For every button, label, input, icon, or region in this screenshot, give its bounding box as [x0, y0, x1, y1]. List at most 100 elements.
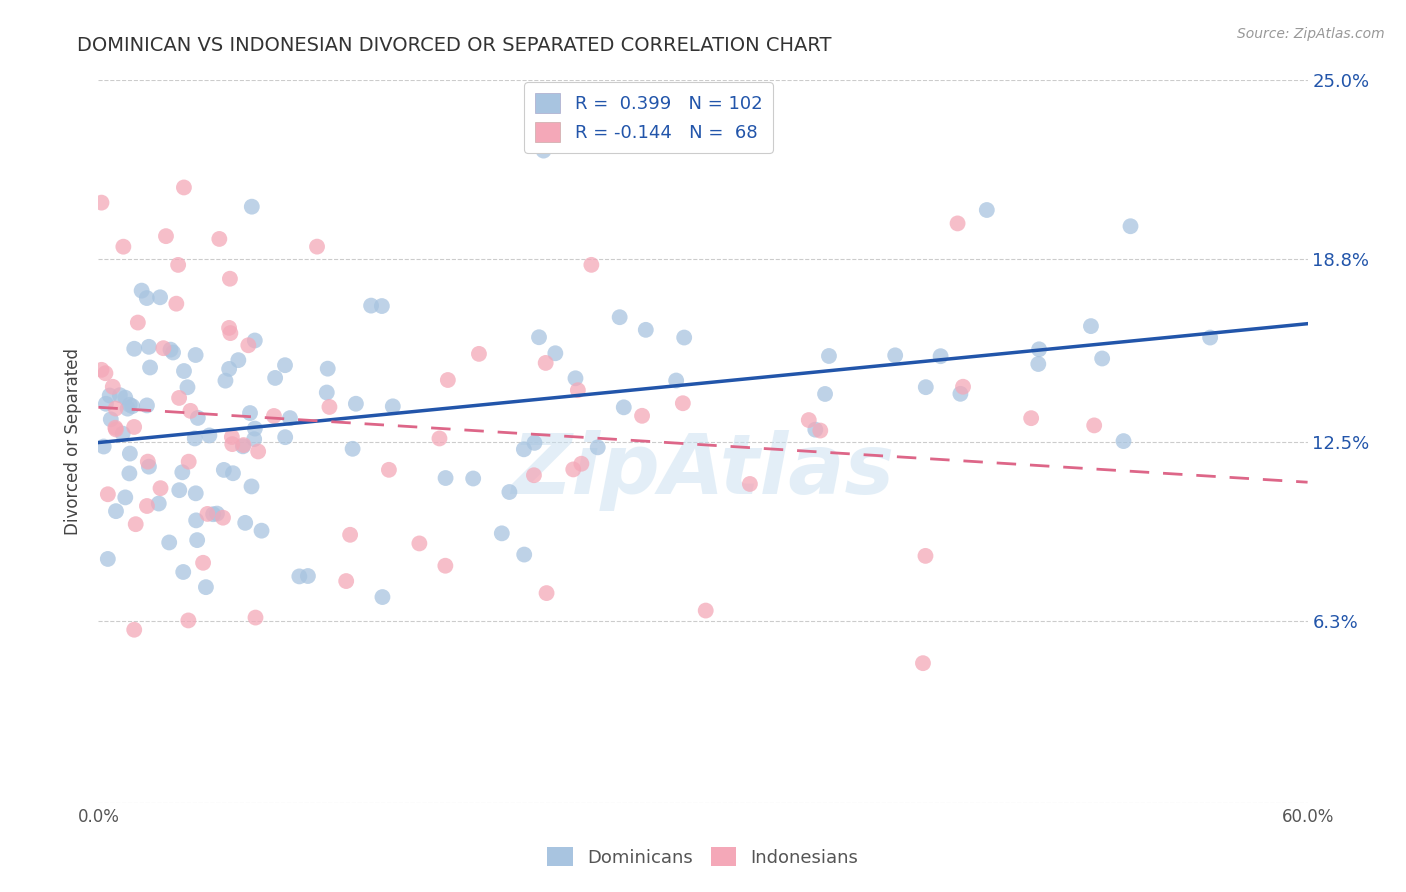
Point [93, 440, 115, 454]
Point [814, 387, 837, 401]
Point [673, 330, 696, 344]
Point [214, 374, 236, 388]
Point [118, 447, 141, 461]
Point [239, 406, 262, 420]
Point [172, 465, 194, 479]
Point [232, 438, 254, 452]
Point [240, 200, 263, 214]
Point [202, 507, 225, 521]
Point [429, 432, 451, 446]
Point [222, 467, 245, 481]
Text: DOMINICAN VS INDONESIAN DIVORCED OR SEPARATED CORRELATION CHART: DOMINICAN VS INDONESIAN DIVORCED OR SEPA… [77, 36, 832, 54]
Point [1199, 330, 1222, 344]
Point [218, 362, 240, 376]
Point [952, 380, 974, 394]
Point [523, 468, 546, 483]
Point [197, 507, 219, 521]
Point [1083, 418, 1105, 433]
Point [562, 462, 585, 476]
Point [104, 504, 127, 518]
Point [976, 202, 998, 217]
Point [278, 411, 301, 425]
Point [118, 467, 141, 481]
Point [112, 240, 135, 254]
Point [360, 299, 382, 313]
Point [463, 471, 485, 485]
Point [371, 299, 394, 313]
Point [118, 398, 141, 412]
Point [184, 486, 207, 500]
Point [914, 549, 936, 563]
Point [149, 481, 172, 495]
Point [194, 580, 217, 594]
Point [122, 420, 145, 434]
Point [219, 271, 242, 285]
Point [117, 401, 139, 416]
Point [104, 401, 127, 416]
Point [342, 442, 364, 456]
Point [586, 441, 609, 455]
Point [101, 380, 124, 394]
Text: Source: ZipAtlas.com: Source: ZipAtlas.com [1237, 27, 1385, 41]
Point [437, 373, 460, 387]
Point [1112, 434, 1135, 449]
Point [184, 432, 207, 446]
Legend: R =  0.399   N = 102, R = -0.144   N =  68: R = 0.399 N = 102, R = -0.144 N = 68 [524, 82, 773, 153]
Point [184, 348, 207, 362]
Point [218, 321, 240, 335]
Point [104, 422, 127, 436]
Point [534, 356, 557, 370]
Point [108, 388, 131, 402]
Point [339, 528, 361, 542]
Point [205, 507, 228, 521]
Point [274, 430, 297, 444]
Point [408, 536, 430, 550]
Point [100, 412, 122, 426]
Point [127, 316, 149, 330]
Point [136, 455, 159, 469]
Point [114, 491, 136, 505]
Point [672, 396, 695, 410]
Point [187, 411, 209, 425]
Point [247, 444, 270, 458]
Point [94, 397, 117, 411]
Point [434, 471, 457, 485]
Point [135, 291, 157, 305]
Point [1119, 219, 1142, 234]
Point [378, 463, 401, 477]
Point [344, 397, 367, 411]
Point [381, 400, 404, 414]
Point [90, 195, 112, 210]
Point [513, 442, 536, 457]
Point [523, 435, 546, 450]
Point [613, 401, 636, 415]
Point [157, 535, 180, 549]
Point [131, 284, 153, 298]
Point [335, 574, 357, 588]
Point [179, 404, 201, 418]
Point [245, 610, 267, 624]
Point [162, 345, 184, 359]
Point [371, 590, 394, 604]
Point [191, 556, 214, 570]
Point [97, 487, 120, 501]
Point [498, 485, 520, 500]
Point [665, 374, 688, 388]
Point [513, 548, 536, 562]
Legend: Dominicans, Indonesians: Dominicans, Indonesians [540, 840, 866, 874]
Point [1080, 319, 1102, 334]
Point [167, 391, 190, 405]
Point [98, 388, 121, 402]
Point [797, 413, 820, 427]
Point [104, 421, 127, 435]
Point [138, 340, 160, 354]
Point [609, 310, 631, 325]
Point [949, 386, 972, 401]
Point [221, 430, 243, 444]
Point [184, 513, 207, 527]
Point [264, 371, 287, 385]
Point [177, 455, 200, 469]
Point [318, 400, 340, 414]
Point [159, 343, 181, 357]
Point [631, 409, 654, 423]
